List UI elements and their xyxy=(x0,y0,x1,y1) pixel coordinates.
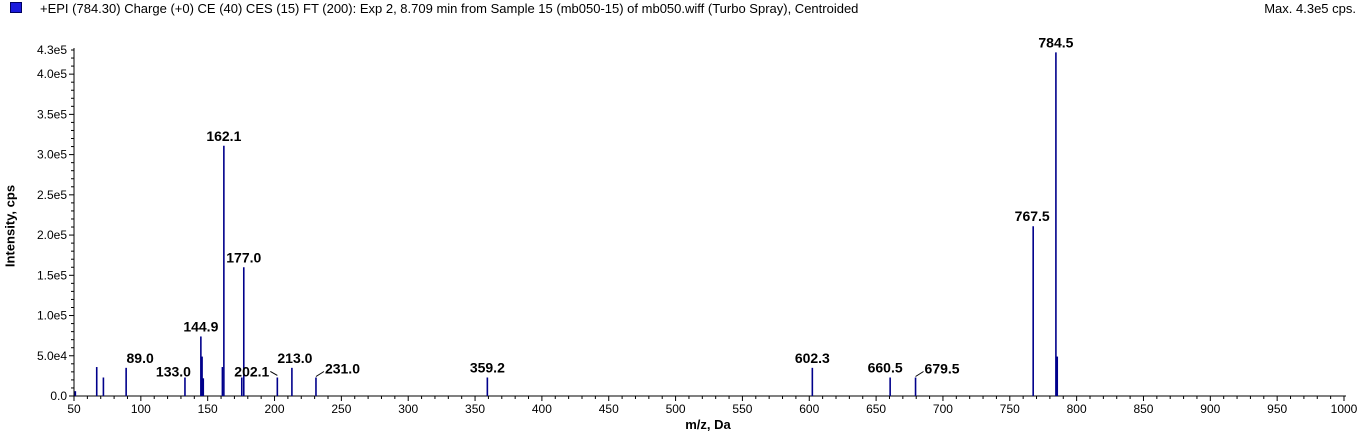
peak-label: 359.2 xyxy=(470,359,505,375)
peak-series xyxy=(74,52,1059,396)
max-intensity-label: Max. 4.3e5 cps. xyxy=(1264,1,1356,16)
x-axis: 50 100 150 200 250 300 350 400 450 500 550 600 650 70… xyxy=(67,395,1358,416)
x-tick-label: 400 xyxy=(532,402,552,416)
label-leader-line xyxy=(915,371,924,377)
x-tick-label: 50 xyxy=(67,402,81,416)
y-tick-label: 5.0e4 xyxy=(37,349,67,363)
legend-swatch xyxy=(10,2,22,13)
x-tick-label: 900 xyxy=(1200,402,1220,416)
x-tick-label: 650 xyxy=(866,402,886,416)
peak-label: 133.0 xyxy=(156,363,191,379)
y-tick-label: 3.0e5 xyxy=(37,148,67,162)
peak-label: 767.5 xyxy=(1015,208,1050,224)
x-tick-label: 300 xyxy=(398,402,418,416)
chart-title: +EPI (784.30) Charge (+0) CE (40) CES (1… xyxy=(40,1,859,16)
peak-label: 177.0 xyxy=(226,249,261,265)
x-tick-label: 500 xyxy=(666,402,686,416)
x-tick-label: 450 xyxy=(599,402,619,416)
x-tick-label: 250 xyxy=(331,402,351,416)
x-tick-label: 100 xyxy=(131,402,151,416)
peak-label: 89.0 xyxy=(127,350,154,366)
y-tick-label: 4.0e5 xyxy=(37,67,67,81)
y-tick-label: 2.0e5 xyxy=(37,228,67,242)
x-axis-label: m/z, Da xyxy=(685,417,731,432)
x-tick-label: 700 xyxy=(933,402,953,416)
y-tick-label: 4.3e5 xyxy=(37,43,67,57)
peak-label: 660.5 xyxy=(868,359,903,375)
peak-label: 213.0 xyxy=(277,350,312,366)
y-tick-label: 1.5e5 xyxy=(37,268,67,282)
label-leader-line xyxy=(315,371,325,377)
label-leader-line xyxy=(270,371,278,376)
x-tick-label: 600 xyxy=(799,402,819,416)
y-tick-label: 3.5e5 xyxy=(37,107,67,121)
peak-label: 162.1 xyxy=(206,128,241,144)
x-tick-label: 1000 xyxy=(1331,402,1358,416)
x-tick-label: 850 xyxy=(1133,402,1153,416)
x-tick-label: 550 xyxy=(732,402,752,416)
peak-label: 784.5 xyxy=(1038,34,1073,50)
y-tick-label: 0.0 xyxy=(50,389,67,403)
peak-label: 202.1 xyxy=(234,363,269,379)
x-tick-label: 800 xyxy=(1067,402,1087,416)
peak-label: 679.5 xyxy=(925,360,960,376)
y-tick-label: 1.0e5 xyxy=(37,309,67,323)
x-tick-label: 200 xyxy=(265,402,285,416)
x-tick-label: 150 xyxy=(198,402,218,416)
y-axis: 0.0 5.0e4 1.0e5 1.5e5 2.0e5 2.5e5 3.0e5 3.5e5 4.… xyxy=(37,43,75,403)
x-tick-label: 750 xyxy=(1000,402,1020,416)
y-tick-label: 2.5e5 xyxy=(37,188,67,202)
y-axis-label: Intensity, cps xyxy=(2,184,18,268)
peak-label: 231.0 xyxy=(325,360,360,376)
x-tick-label: 950 xyxy=(1267,402,1287,416)
x-tick-label: 350 xyxy=(465,402,485,416)
peak-label: 144.9 xyxy=(183,318,218,334)
chart-header: +EPI (784.30) Charge (+0) CE (40) CES (1… xyxy=(0,0,1360,18)
peak-label: 602.3 xyxy=(795,350,830,366)
